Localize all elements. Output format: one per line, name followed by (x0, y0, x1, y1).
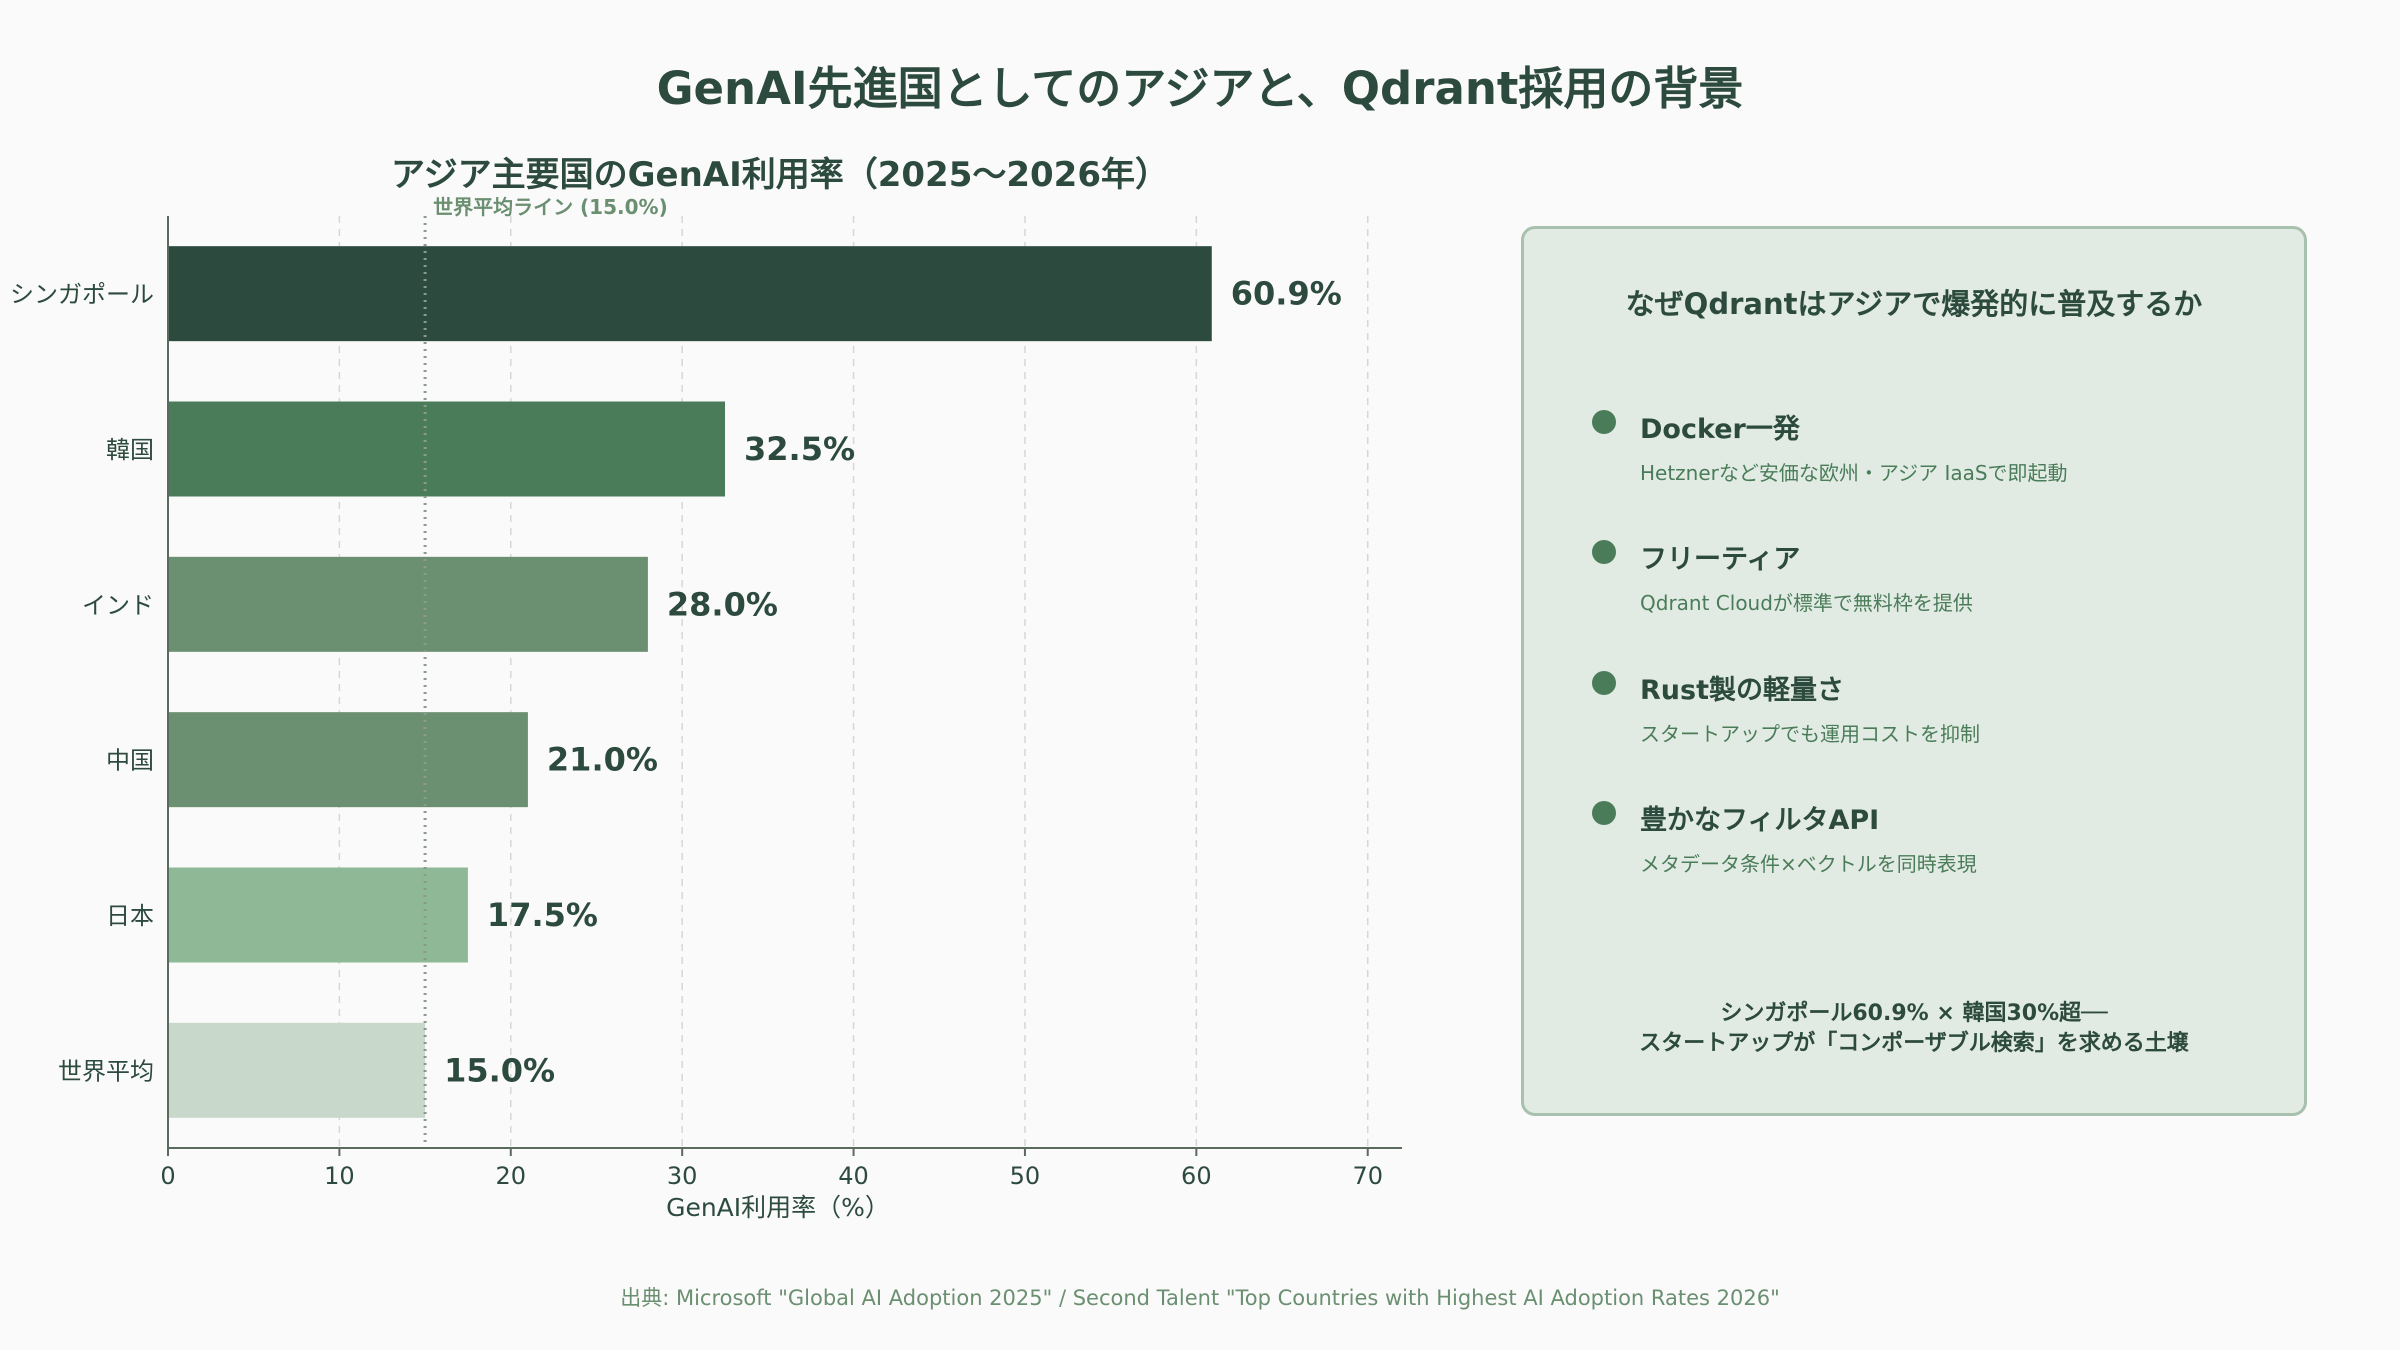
bar (168, 712, 528, 808)
panel-title: なぜQdrantはアジアで爆発的に普及するか (1625, 287, 2203, 321)
bullet-dot-icon (1592, 671, 1616, 695)
bar (168, 867, 468, 963)
panel-footer-line2: スタートアップが「コンポーザブル検索」を求める土壌 (1639, 1031, 2189, 1056)
bullet-dot-icon (1592, 540, 1616, 564)
category-label: インド (82, 591, 154, 619)
category-label: 韓国 (106, 436, 154, 464)
panel-item-desc: メタデータ条件×ベクトルを同時表現 (1640, 852, 1977, 876)
info-panel: なぜQdrantはアジアで爆発的に普及するか Docker一発 Hetznerな… (1521, 226, 2307, 1116)
bar-value-label: 32.5% (744, 430, 855, 468)
source-note: 出典: Microsoft "Global AI Adoption 2025" … (620, 1286, 1780, 1310)
bar-value-label: 21.0% (547, 741, 658, 779)
panel-footer-line1: シンガポール60.9% × 韓国30%超── (1720, 1001, 2108, 1026)
x-tick-label: 0 (160, 1162, 175, 1190)
bar (168, 1022, 426, 1118)
main-title: GenAI先進国としてのアジアと、Qdrant採用の背景 (656, 62, 1744, 115)
chart-grid (338, 216, 1369, 1148)
x-tick-label: 30 (667, 1162, 698, 1190)
bar-value-label: 60.9% (1231, 275, 1342, 313)
panel-item-title: 豊かなフィルタAPI (1640, 805, 1880, 836)
reference-line-label: 世界平均ライン (15.0%) (433, 195, 668, 219)
bar-value-label: 28.0% (667, 585, 778, 623)
x-tick-label: 60 (1181, 1162, 1212, 1190)
panel-item-desc: Hetznerなど安価な欧州・アジア IaaSで即起動 (1640, 461, 2068, 485)
x-tick-label: 10 (324, 1162, 355, 1190)
bar (168, 401, 726, 497)
category-label: 中国 (106, 747, 154, 775)
panel-item-desc: Qdrant Cloudが標準で無料枠を提供 (1640, 591, 1973, 615)
panel-item-title: フリーティア (1640, 544, 1801, 575)
x-tick-label: 50 (1010, 1162, 1041, 1190)
reference-line-group: 世界平均ライン (15.0%) (423, 195, 668, 1148)
panel-item-title: Rust製の軽量さ (1640, 675, 1844, 706)
bar-value-label: 15.0% (444, 1051, 555, 1089)
chart-bars: 60.9% 32.5% 28.0% 21.0% 17.5% 15.0% (168, 246, 1342, 1118)
category-label: 世界平均 (58, 1057, 154, 1085)
bullet-dot-icon (1592, 410, 1616, 434)
panel-footer: シンガポール60.9% × 韓国30%超── スタートアップが「コンポーザブル検… (1524, 999, 2304, 1059)
category-label: 日本 (106, 902, 154, 930)
panel-item-desc: スタートアップでも運用コストを抑制 (1640, 722, 1980, 746)
bar (168, 556, 648, 652)
panel-item-title: Docker一発 (1640, 414, 1800, 445)
category-label: シンガポール (10, 281, 154, 309)
chart-title: アジア主要国のGenAI利用率（2025〜2026年） (391, 155, 1169, 195)
x-tick-label: 20 (496, 1162, 527, 1190)
bar-value-label: 17.5% (487, 896, 598, 934)
x-tick-label: 70 (1352, 1162, 1383, 1190)
bullet-dot-icon (1592, 801, 1616, 825)
bar-chart: アジア主要国のGenAI利用率（2025〜2026年） 60.9% 32.5% 28… (10, 155, 1402, 1222)
x-tick-label: 40 (838, 1162, 869, 1190)
x-axis-label: GenAI利用率（%） (666, 1193, 890, 1222)
bar (168, 246, 1212, 342)
